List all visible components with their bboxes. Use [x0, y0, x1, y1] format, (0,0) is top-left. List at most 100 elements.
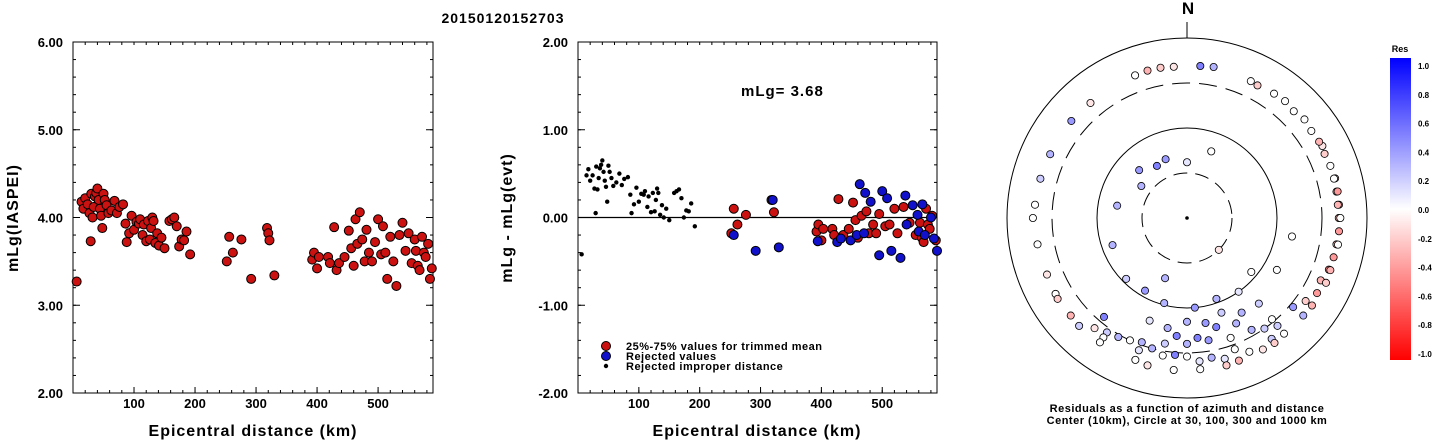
data-point: [606, 163, 611, 168]
station-point: [1183, 339, 1192, 348]
station-point: [1226, 333, 1235, 342]
station-point: [1090, 324, 1099, 333]
data-point: [634, 185, 639, 190]
polar-caption-line1: Residuals as a function of azimuth and d…: [1050, 403, 1325, 415]
data-point: [221, 256, 232, 267]
station-point: [1207, 147, 1216, 156]
station-point: [1134, 346, 1143, 355]
station-point: [1301, 297, 1310, 306]
ring-300km: [1051, 82, 1323, 354]
data-point: [889, 203, 900, 214]
colorbar-tick-label: 0.8: [1418, 91, 1430, 100]
center-point: [1185, 216, 1189, 220]
station-point: [1067, 116, 1076, 125]
colorbar-tick-labels: 1.0 0.8 0.6 0.4 0.2 0.0 -0.2 -0.4 -0.6 -0.8 -1.0: [1418, 62, 1432, 359]
data-point: [854, 179, 865, 190]
data-point: [366, 256, 377, 267]
station-point: [1145, 316, 1154, 325]
ring-30km: [1141, 172, 1233, 264]
data-point: [877, 186, 888, 197]
station-point: [1043, 270, 1052, 279]
data-point: [329, 222, 340, 233]
station-point: [1237, 308, 1246, 317]
data-point: [71, 276, 82, 287]
station-point: [1289, 303, 1298, 312]
data-point: [377, 221, 388, 232]
station-point: [1287, 232, 1296, 241]
station-point: [1214, 245, 1223, 254]
data-point: [898, 201, 909, 212]
station-point: [1212, 323, 1221, 332]
data-point: [617, 171, 622, 176]
data-point: [650, 190, 656, 196]
data-point: [417, 231, 428, 242]
station-point: [1033, 240, 1042, 249]
data-point: [598, 162, 604, 168]
x-tick-label: 300: [245, 396, 267, 411]
colorbar-tick-label: -0.8: [1418, 321, 1432, 330]
station-point: [1273, 321, 1282, 330]
data-point: [313, 251, 324, 262]
station-point: [1148, 344, 1157, 353]
data-point: [600, 158, 605, 163]
data-point: [636, 199, 642, 204]
data-point: [768, 207, 779, 218]
station-point: [1131, 71, 1140, 80]
data-point: [750, 245, 761, 256]
station-point: [1232, 319, 1241, 328]
data-point: [118, 199, 129, 210]
data-point: [886, 245, 897, 256]
colorbar-tick-label: 0.4: [1418, 148, 1430, 157]
data-point: [912, 209, 923, 220]
figure-title: 20150120152703: [441, 10, 564, 26]
station-point: [1036, 174, 1045, 183]
station-point: [1247, 267, 1256, 276]
station-point: [1152, 161, 1161, 170]
station-point: [1156, 63, 1165, 72]
data-point: [171, 221, 182, 232]
data-point: [609, 175, 614, 181]
data-point: [382, 273, 393, 284]
station-point: [1245, 347, 1254, 356]
station-point: [1028, 213, 1037, 222]
data-point: [629, 210, 634, 216]
data-point: [87, 212, 98, 223]
legend-label-improper: Rejected improper distance: [626, 361, 783, 373]
station-point: [1196, 365, 1205, 374]
magnitude-vs-distance-plot: 100 200 300 400 500 2.00 3.00 4.00 5.00 6.00 mLg(…: [5, 35, 437, 440]
data-point: [605, 199, 610, 204]
station-point: [1333, 187, 1342, 196]
data-point: [622, 176, 627, 182]
station-point: [1307, 126, 1316, 135]
y-tick-label: 6.00: [38, 35, 63, 50]
data-point: [892, 228, 903, 239]
station-point: [1333, 200, 1342, 209]
data-point: [121, 237, 132, 248]
station-point: [1046, 150, 1055, 159]
station-point: [1161, 274, 1170, 283]
data-point: [227, 247, 238, 258]
station-point: [1141, 286, 1150, 295]
data-point: [312, 263, 323, 274]
data-point: [681, 215, 687, 220]
data-point: [882, 193, 893, 204]
data-point: [728, 203, 739, 214]
x-axis-label: Epicentral distance (km): [149, 423, 358, 440]
data-point: [590, 173, 595, 178]
station-point: [1114, 333, 1123, 342]
data-point: [767, 194, 778, 205]
colorbar-tick-label: -0.2: [1418, 235, 1432, 244]
station-point: [1204, 336, 1213, 345]
data-point: [907, 200, 918, 211]
station-point: [1171, 350, 1180, 359]
data-point: [932, 245, 942, 256]
station-point: [1212, 294, 1221, 303]
data-point: [602, 178, 607, 183]
data-point: [179, 235, 190, 246]
x-tick-label: 200: [689, 396, 711, 411]
data-point: [654, 186, 660, 191]
data-point: [657, 212, 663, 218]
data-point: [423, 238, 434, 249]
data-point: [641, 192, 646, 197]
data-point: [414, 265, 425, 276]
